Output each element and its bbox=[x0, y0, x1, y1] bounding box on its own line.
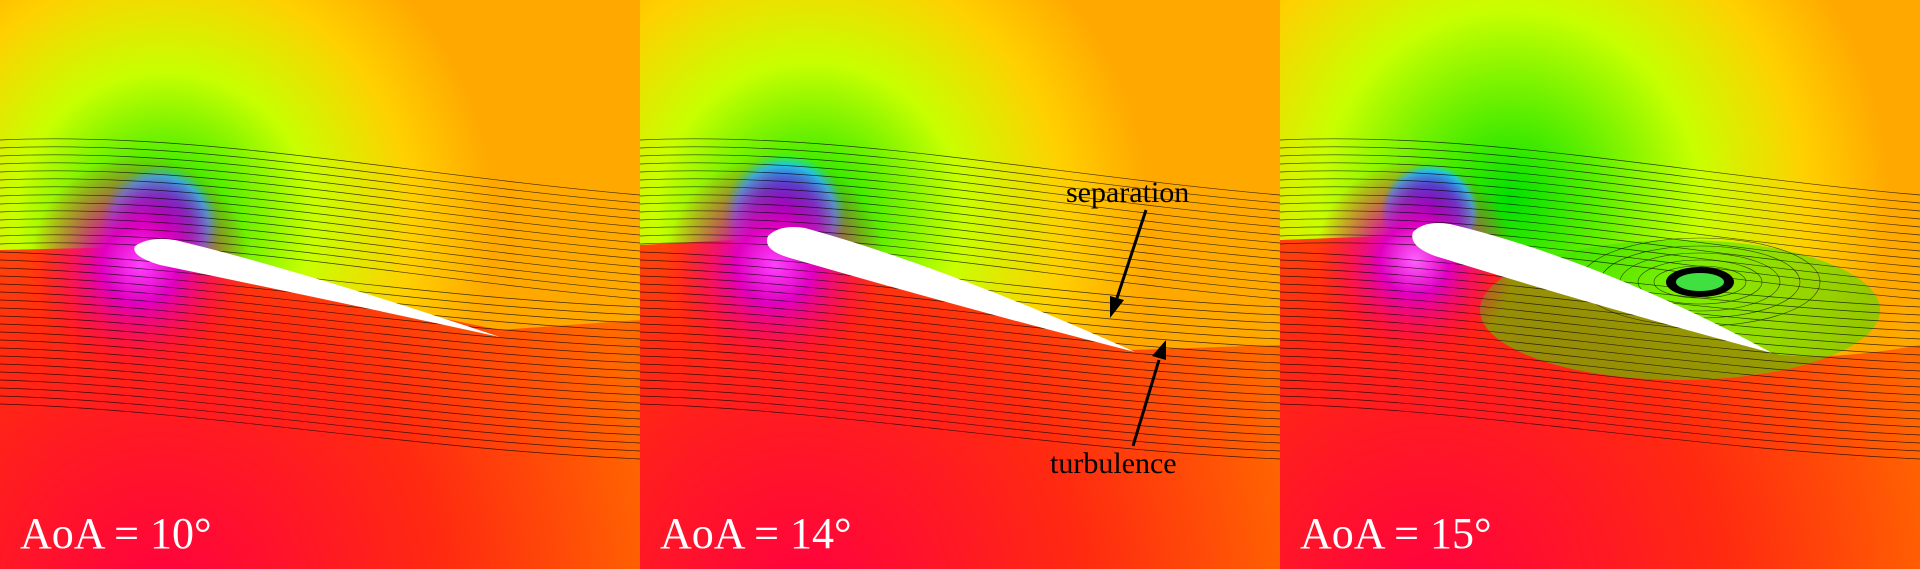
flow-field-plot bbox=[1280, 0, 1920, 569]
separation-arrowhead bbox=[1110, 296, 1124, 318]
airfoil bbox=[134, 238, 500, 337]
turbulence-annotation: turbulence bbox=[1050, 447, 1177, 480]
separation-annotation: separation bbox=[1066, 176, 1190, 209]
panel-aoa-15: AoA = 15° bbox=[1280, 0, 1920, 569]
flow-field-plot bbox=[0, 0, 640, 569]
turbulence-arrow bbox=[1131, 359, 1161, 447]
separation-arrow bbox=[1115, 209, 1148, 299]
airfoil bbox=[766, 227, 1135, 352]
panel-aoa-10: AoA = 10° bbox=[0, 0, 640, 569]
aoa-label: AoA = 15° bbox=[1300, 509, 1492, 558]
turbulence-arrowhead bbox=[1152, 340, 1166, 360]
flow-field-plot bbox=[640, 0, 1280, 569]
aoa-label: AoA = 14° bbox=[660, 509, 852, 558]
airfoil bbox=[1412, 223, 1772, 353]
panel-aoa-14: separation turbulence AoA = 14° bbox=[640, 0, 1280, 569]
aoa-label: AoA = 10° bbox=[20, 509, 212, 558]
